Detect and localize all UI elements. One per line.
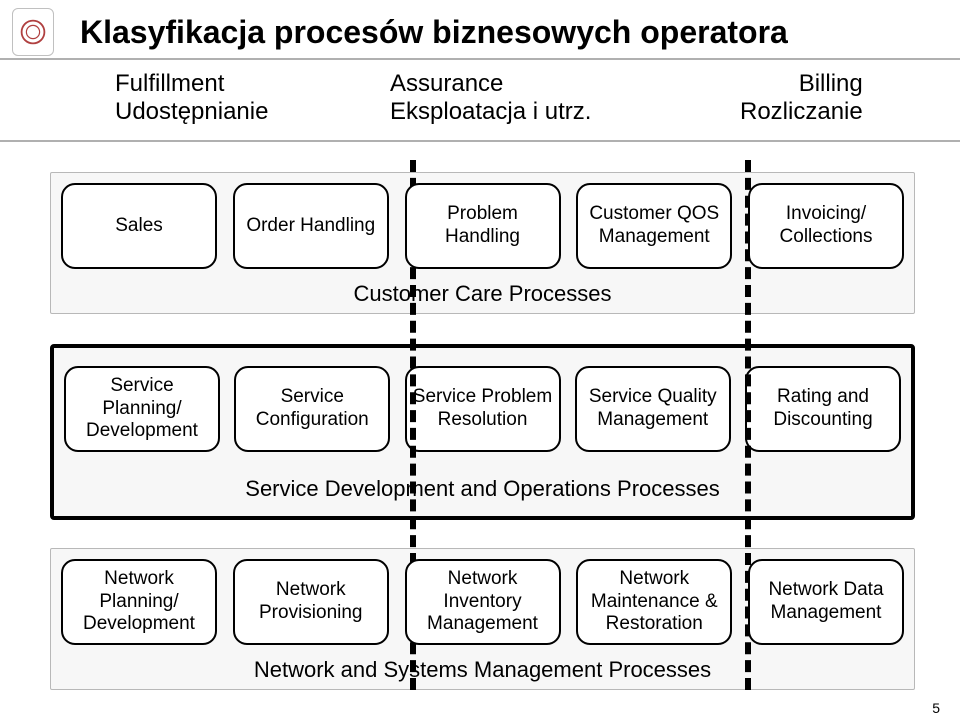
box-rating-discount: Rating and Discounting	[745, 366, 901, 452]
network-caption: Network and Systems Management Processes	[51, 657, 914, 683]
box-service-planning: Service Planning/ Development	[64, 366, 220, 452]
box-order-handling: Order Handling	[233, 183, 389, 269]
box-network-data: Network Data Management	[748, 559, 904, 645]
service-caption: Service Development and Operations Proce…	[54, 476, 911, 502]
box-invoicing: Invoicing/ Collections	[748, 183, 904, 269]
col-fulfillment-pl: Udostępnianie	[115, 98, 268, 126]
box-service-config: Service Configuration	[234, 366, 390, 452]
col-assurance-pl: Eksploatacja i utrz.	[390, 98, 591, 126]
title-underline-1	[0, 58, 960, 60]
univ-logo	[12, 8, 54, 56]
box-sales: Sales	[61, 183, 217, 269]
layer-service: Service Planning/ Development Service Co…	[50, 344, 915, 520]
box-network-planning: Network Planning/ Development	[61, 559, 217, 645]
box-service-problem: Service Problem Resolution	[405, 366, 561, 452]
col-billing-pl: Rozliczanie	[740, 98, 863, 126]
customer-boxes: Sales Order Handling Problem Handling Cu…	[51, 173, 914, 269]
box-network-inventory: Network Inventory Management	[405, 559, 561, 645]
layer-network: Network Planning/ Development Network Pr…	[50, 548, 915, 690]
page-number: 5	[932, 700, 940, 716]
box-network-provisioning: Network Provisioning	[233, 559, 389, 645]
service-boxes: Service Planning/ Development Service Co…	[54, 348, 911, 452]
col-assurance-en: Assurance	[390, 70, 591, 98]
box-problem-handling: Problem Handling	[405, 183, 561, 269]
diagram-page: Klasyfikacja procesów biznesowych operat…	[0, 0, 960, 722]
box-network-maintenance: Network Maintenance & Restoration	[576, 559, 732, 645]
box-customer-qos: Customer QOS Management	[576, 183, 732, 269]
title-underline-2	[0, 140, 960, 142]
network-boxes: Network Planning/ Development Network Pr…	[51, 549, 914, 645]
col-billing-en: Billing	[740, 70, 863, 98]
page-title: Klasyfikacja procesów biznesowych operat…	[80, 14, 788, 51]
col-fulfillment-en: Fulfillment	[115, 70, 268, 98]
box-service-quality: Service Quality Management	[575, 366, 731, 452]
layer-customer: Sales Order Handling Problem Handling Cu…	[50, 172, 915, 314]
customer-caption: Customer Care Processes	[51, 281, 914, 307]
